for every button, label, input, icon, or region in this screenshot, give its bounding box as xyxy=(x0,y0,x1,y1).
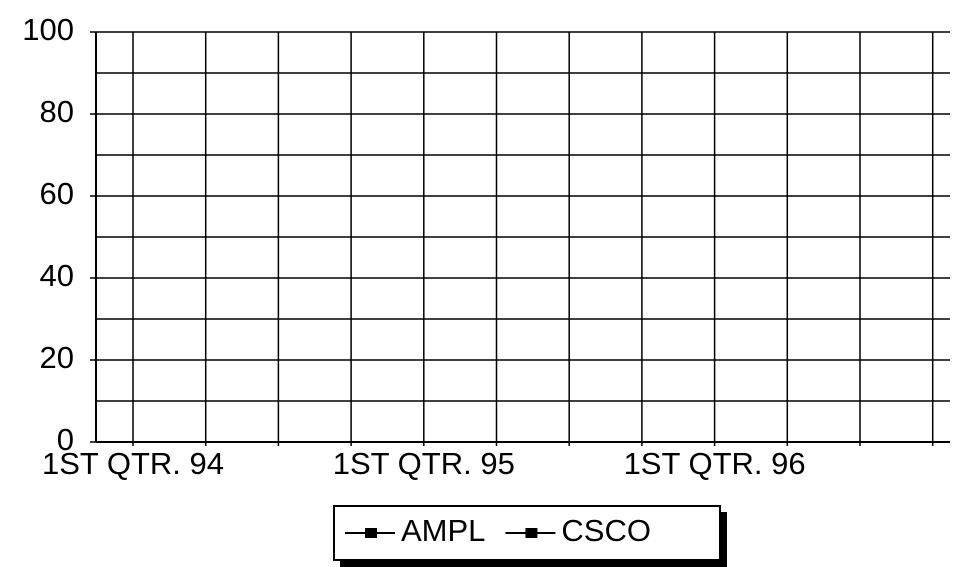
y-tick-label: 40 xyxy=(40,258,74,293)
y-tick-label: 80 xyxy=(40,94,74,129)
y-tick-label: 20 xyxy=(40,340,74,375)
y-tick-label: 100 xyxy=(22,12,74,47)
legend-label: CSCO xyxy=(561,513,651,548)
legend-marker xyxy=(525,528,538,538)
legend-label: AMPL xyxy=(401,513,485,548)
y-tick-label: 60 xyxy=(40,176,74,211)
y-tick-label: 0 xyxy=(57,422,74,457)
legend-marker xyxy=(365,528,377,538)
x-tick-label: 1ST QTR. 95 xyxy=(333,446,515,481)
x-tick-label: 1ST QTR. 96 xyxy=(624,446,806,481)
x-tick-label: 1ST QTR. 94 xyxy=(42,446,224,481)
